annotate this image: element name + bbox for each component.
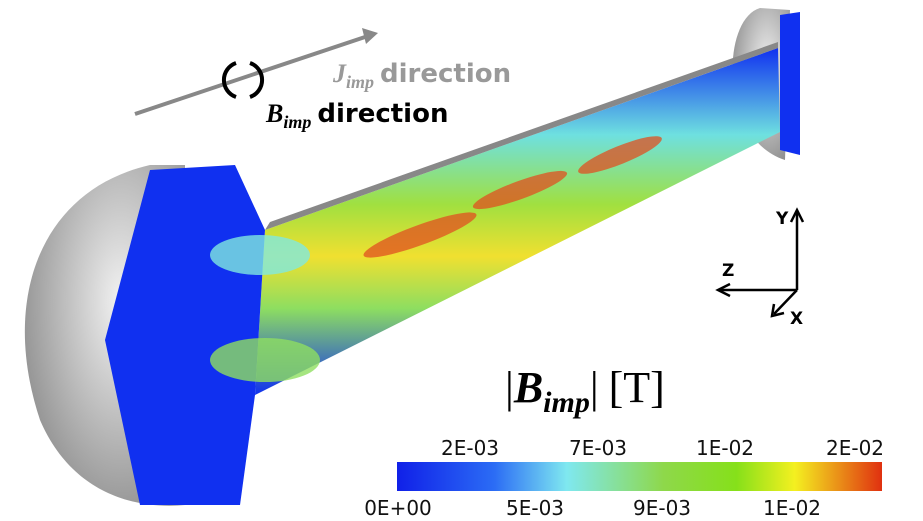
colorbar-title: |Bimp| [T]: [505, 363, 665, 419]
pipe-edge: [265, 42, 778, 230]
rotation-arrow: [249, 61, 265, 99]
field-label: Bimp direction: [265, 99, 448, 132]
arrow-head: [770, 303, 785, 318]
colorbar-label: 5E-03: [506, 496, 564, 520]
x-axis: [773, 289, 798, 315]
arrow-head: [362, 28, 378, 44]
field-region: [363, 212, 477, 258]
axis-label: Y: [775, 209, 789, 229]
colorbar-label: 2E-03: [441, 436, 499, 460]
right-flange: [780, 12, 800, 155]
current-arrow: [134, 34, 369, 116]
field-region: [578, 136, 662, 174]
colorbar-labels: 2E-03 7E-03 1E-02 2E-02 0E+00 5E-03 9E-03 1E-02: [364, 436, 884, 520]
field-region: [210, 235, 310, 275]
arrow-head: [789, 207, 805, 223]
pipe: [255, 48, 780, 395]
colorbar-label: 1E-02: [696, 436, 754, 460]
colorbar-label: 7E-03: [569, 436, 627, 460]
arrow-head: [715, 282, 731, 298]
rotation-arrow: [221, 61, 237, 99]
field-region: [472, 170, 568, 210]
field-region: [210, 338, 320, 382]
colorbar-label: 1E-02: [763, 496, 821, 520]
current-label: Jimp direction: [332, 59, 511, 92]
axis-label: Z: [722, 261, 734, 281]
direction-arrows: Jimp direction Bimp direction: [134, 28, 511, 132]
axis-label: X: [790, 309, 803, 329]
colorbar: [397, 462, 882, 491]
colorbar-label: 9E-03: [633, 496, 691, 520]
geometry: [24, 8, 800, 506]
coordinate-triad: [715, 207, 805, 318]
colorbar-label: 0E+00: [364, 496, 432, 520]
colorbar-label: 2E-02: [826, 436, 884, 460]
